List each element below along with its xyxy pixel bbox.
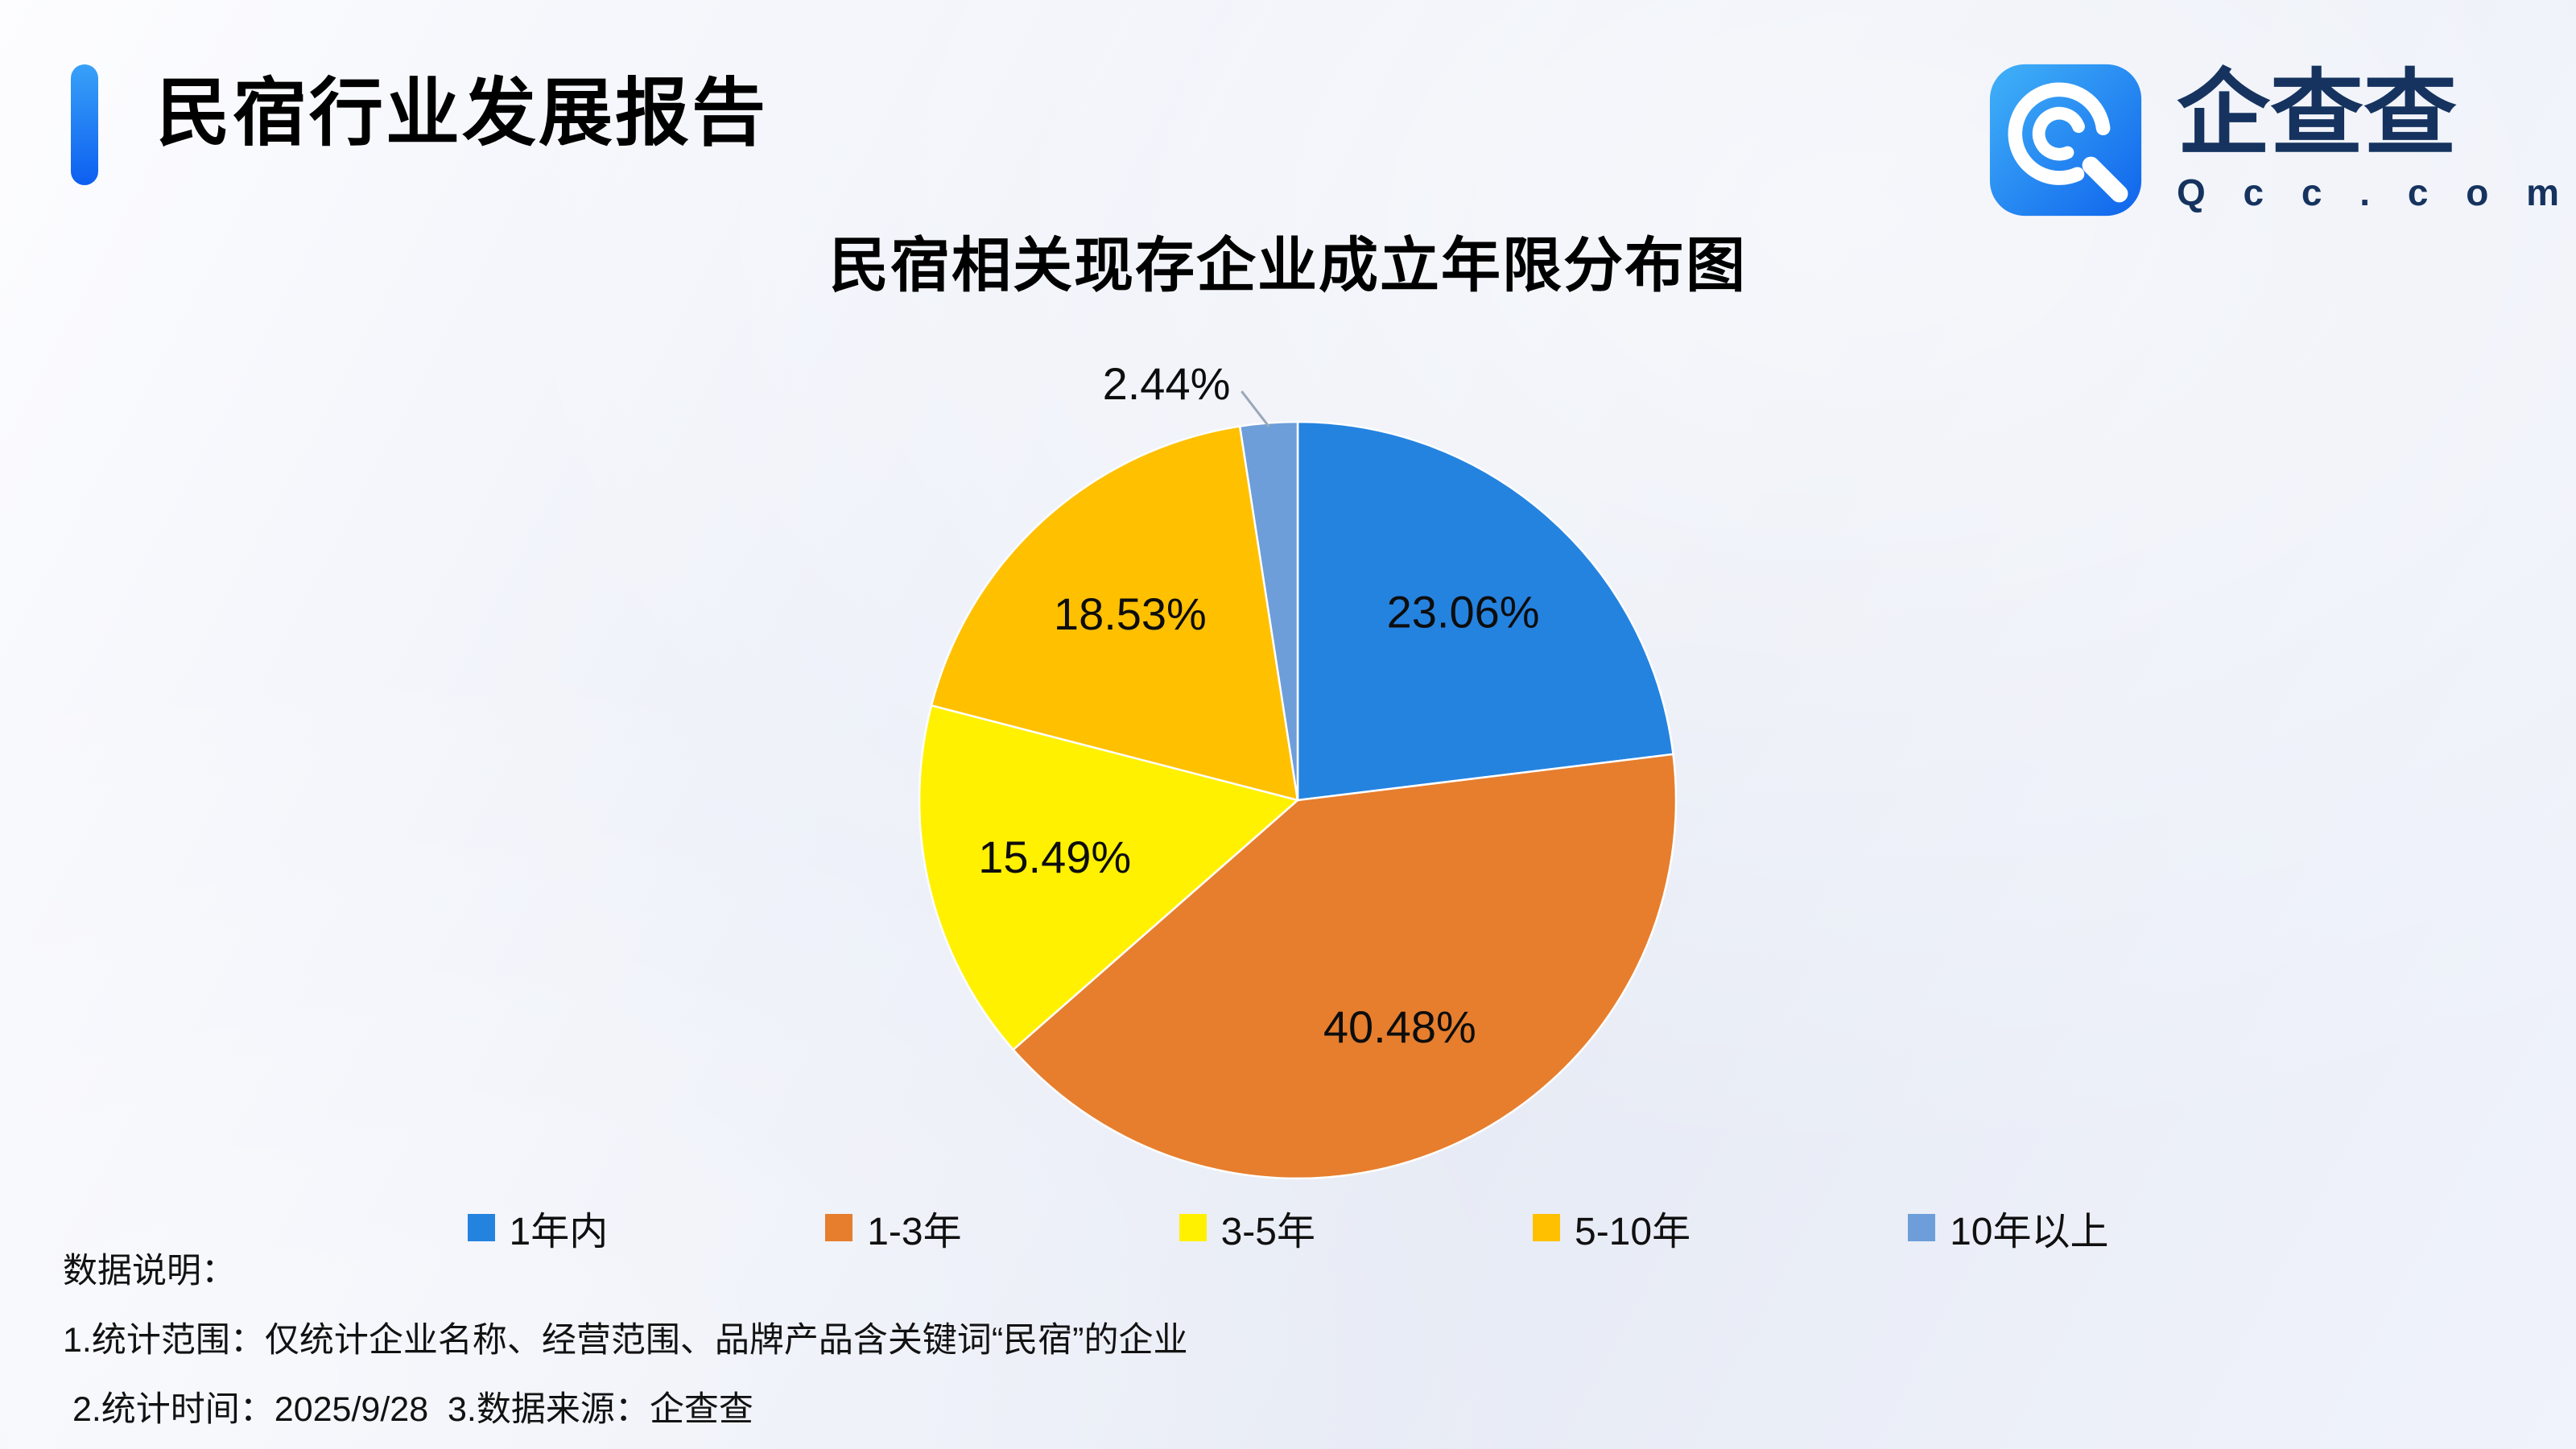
legend-label: 5-10年 xyxy=(1575,1211,1691,1253)
pie-slice-label-2: 15.49% xyxy=(978,832,1131,882)
qcc-logo-icon xyxy=(1989,64,2142,217)
legend-item: 1-3年 xyxy=(825,1199,962,1256)
pie-slice-3 xyxy=(930,425,1299,802)
legend-swatch xyxy=(467,1214,495,1241)
legend-item: 3-5年 xyxy=(1179,1199,1315,1256)
legend-item: 5-10年 xyxy=(1533,1199,1690,1256)
legend-label: 3-5年 xyxy=(1220,1211,1315,1253)
legend-item: 10年以上 xyxy=(1908,1199,2108,1256)
pie-slice-2 xyxy=(918,704,1300,1051)
pie-slice-0 xyxy=(1296,420,1674,802)
legend-swatch xyxy=(1908,1214,1936,1241)
notes-line-1: 1.统计范围：仅统计企业名称、经营范围、品牌产品含关键词“民宿”的企业 xyxy=(63,1321,1188,1360)
pie-slice-label-4: 2.44% xyxy=(1103,358,1231,409)
qcc-logo-name: 企查查 xyxy=(2177,60,2457,166)
notes-heading: 数据说明： xyxy=(63,1252,236,1290)
legend-swatch xyxy=(825,1214,853,1241)
legend-label: 1-3年 xyxy=(867,1211,962,1253)
chart-legend: 1年内 1-3年 3-5年 5-10年 10年以上 xyxy=(0,1199,2576,1256)
notes-line-2: 2.统计时间：2025/9/28 3.数据来源：企查查 xyxy=(63,1390,753,1429)
qcc-logo: 企查查 Q c c . c o m xyxy=(1987,61,2573,219)
chart-title: 民宿相关现存企业成立年限分布图 xyxy=(829,232,1747,299)
legend-swatch xyxy=(1533,1214,1560,1241)
legend-label: 1年内 xyxy=(509,1211,609,1253)
legend-item: 1年内 xyxy=(467,1199,609,1256)
pie-slice-label-0: 23.06% xyxy=(1387,587,1540,638)
qcc-logo-domain: Q c c . c o m xyxy=(2177,171,2573,214)
data-notes: 数据说明： 1.统计范围：仅统计企业名称、经营范围、品牌产品含关键词“民宿”的企… xyxy=(63,1236,1188,1444)
pie-slice-4 xyxy=(1238,420,1299,801)
page-title: 民宿行业发展报告 xyxy=(156,72,769,155)
title-accent-bar xyxy=(71,64,98,185)
pie-slice-1 xyxy=(1011,753,1678,1180)
pie-label-leader-line xyxy=(1241,390,1270,428)
pie-slice-label-1: 40.48% xyxy=(1323,1001,1476,1052)
legend-label: 10年以上 xyxy=(1950,1211,2109,1253)
pie-chart: 23.06% 40.48% 15.49% 18.53% 2.44% xyxy=(918,358,1678,1180)
qcc-logo-text: 企查查 Q c c . c o m xyxy=(2177,66,2573,214)
legend-swatch xyxy=(1179,1214,1207,1241)
pie-slice-label-3: 18.53% xyxy=(1054,588,1207,639)
